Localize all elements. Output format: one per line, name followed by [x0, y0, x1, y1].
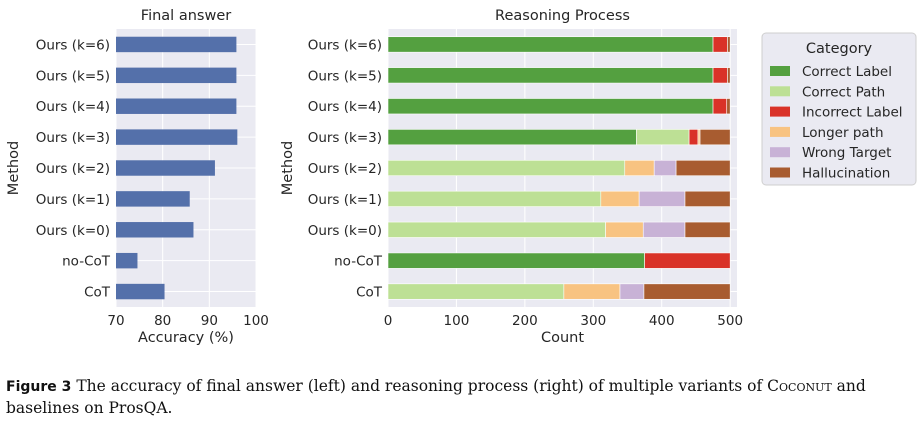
figure: 70 80 90 100 Ours (k=6) Ours (k=5) Ours (k=4) O…	[6, 8, 917, 346]
x-tick-label: 400	[649, 313, 675, 329]
bar-segment	[726, 98, 731, 115]
bar-segment	[684, 190, 731, 207]
y-tick-label: Ours (k=3)	[36, 130, 110, 146]
y-tick-label: Ours (k=5)	[308, 68, 382, 84]
y-tick-label: CoT	[356, 285, 383, 301]
legend-entry: Hallucination	[802, 166, 890, 182]
x-tick-label: 200	[512, 313, 538, 329]
x-tick-label: 100	[243, 313, 269, 329]
legend-box	[761, 32, 917, 186]
bar-segment	[636, 129, 690, 146]
bar-segment	[605, 221, 644, 238]
bar-segment	[387, 98, 714, 115]
y-tick-label: Ours (k=0)	[36, 223, 110, 239]
bar-segment	[697, 129, 701, 146]
y-tick-label: Ours (k=2)	[36, 161, 110, 177]
legend-swatch	[770, 167, 790, 178]
bar-segment	[563, 283, 621, 300]
y-tick-label: Ours (k=1)	[308, 192, 382, 208]
y-tick-label: no-CoT	[334, 254, 383, 270]
figure-caption: Figure 3 The accuracy of final answer (l…	[6, 376, 918, 419]
bar-segment	[387, 129, 637, 146]
reasoning-process-chart: 0 100 200 300 400 500 Ours (k=6) Ours (k=5) Ours…	[280, 8, 743, 346]
x-tick-label: 90	[201, 313, 218, 329]
x-tick-label: 70	[107, 313, 124, 329]
bar-segment	[643, 283, 731, 300]
y-tick-label: Ours (k=6)	[308, 37, 382, 53]
bar-segment	[619, 283, 645, 300]
bar-segment	[387, 159, 626, 177]
bar	[116, 129, 238, 145]
chart-title: Reasoning Process	[495, 8, 630, 24]
y-tick-label: Ours (k=4)	[308, 99, 382, 115]
bar-segment	[712, 98, 728, 115]
legend-swatch	[770, 126, 790, 137]
bar-segment	[387, 190, 602, 207]
legend-title: Category	[806, 41, 873, 57]
y-tick-label: no-CoT	[62, 254, 111, 270]
bar-segment	[699, 129, 731, 146]
bar	[116, 191, 190, 207]
bar	[116, 98, 237, 114]
y-tick-label: Ours (k=3)	[308, 130, 382, 146]
bar	[116, 283, 165, 300]
bar	[116, 252, 138, 269]
bar-segment	[712, 67, 728, 84]
legend-swatch	[770, 66, 790, 76]
legend-swatch	[770, 147, 790, 158]
legend-entry: Incorrect Label	[802, 105, 903, 121]
legend-entry: Correct Label	[802, 64, 892, 80]
y-tick-label: Ours (k=5)	[36, 68, 110, 84]
bar-segment	[638, 190, 686, 207]
bar	[116, 160, 215, 176]
x-tick-label: 100	[444, 313, 470, 329]
bar	[116, 67, 237, 84]
chart-title: Final answer	[141, 8, 231, 24]
legend-swatch	[770, 106, 790, 117]
bar-segment	[684, 221, 731, 238]
y-tick-label: CoT	[84, 285, 111, 301]
final-answer-chart: 70 80 90 100 Ours (k=6) Ours (k=5) Ours (k=4) O…	[6, 8, 269, 346]
legend-swatch	[770, 86, 790, 97]
y-axis-label: Method	[280, 141, 296, 195]
bar-segment	[688, 129, 699, 146]
y-tick-label: Ours (k=6)	[36, 37, 110, 53]
y-tick-label: Ours (k=0)	[308, 223, 382, 239]
legend-entry: Longer path	[802, 125, 884, 141]
bar-segment	[712, 36, 728, 53]
legend-entry: Wrong Target	[802, 145, 891, 161]
legend: Category Correct Label Correct Path Incorre…	[761, 32, 917, 186]
x-tick-label: 300	[580, 313, 606, 329]
y-tick-label: Ours (k=4)	[36, 99, 110, 115]
x-axis-label: Accuracy (%)	[138, 330, 234, 346]
bar-segment	[387, 221, 606, 238]
x-axis-label: Count	[541, 330, 584, 346]
bar-segment	[642, 221, 686, 238]
y-tick-label: Ours (k=2)	[308, 161, 382, 177]
bar-segment	[600, 190, 640, 207]
caption-label: Figure 3	[6, 379, 72, 395]
x-tick-label: 80	[154, 313, 171, 329]
bar-segment	[644, 252, 731, 269]
bar-segment	[624, 159, 655, 177]
bar-segment	[675, 159, 731, 177]
caption-text-after: and baselines on ProsQA.	[6, 377, 866, 417]
bar-segment	[387, 36, 714, 53]
y-tick-label: Ours (k=1)	[36, 192, 110, 208]
bar-segment	[387, 67, 714, 84]
bar-segment	[727, 36, 731, 53]
bar-segment	[727, 67, 731, 84]
bar-segment	[653, 159, 677, 177]
bar-segment	[387, 252, 645, 269]
bar-segment	[387, 283, 565, 300]
legend-entry: Correct Path	[802, 84, 885, 100]
caption-model-name: Coconut	[767, 377, 832, 395]
x-tick-label: 0	[384, 313, 393, 329]
bar	[116, 222, 194, 238]
caption-text-before: The accuracy of final answer (left) and …	[76, 377, 768, 395]
y-axis-label: Method	[6, 141, 22, 195]
x-tick-label: 500	[717, 313, 743, 329]
bar	[116, 36, 237, 53]
